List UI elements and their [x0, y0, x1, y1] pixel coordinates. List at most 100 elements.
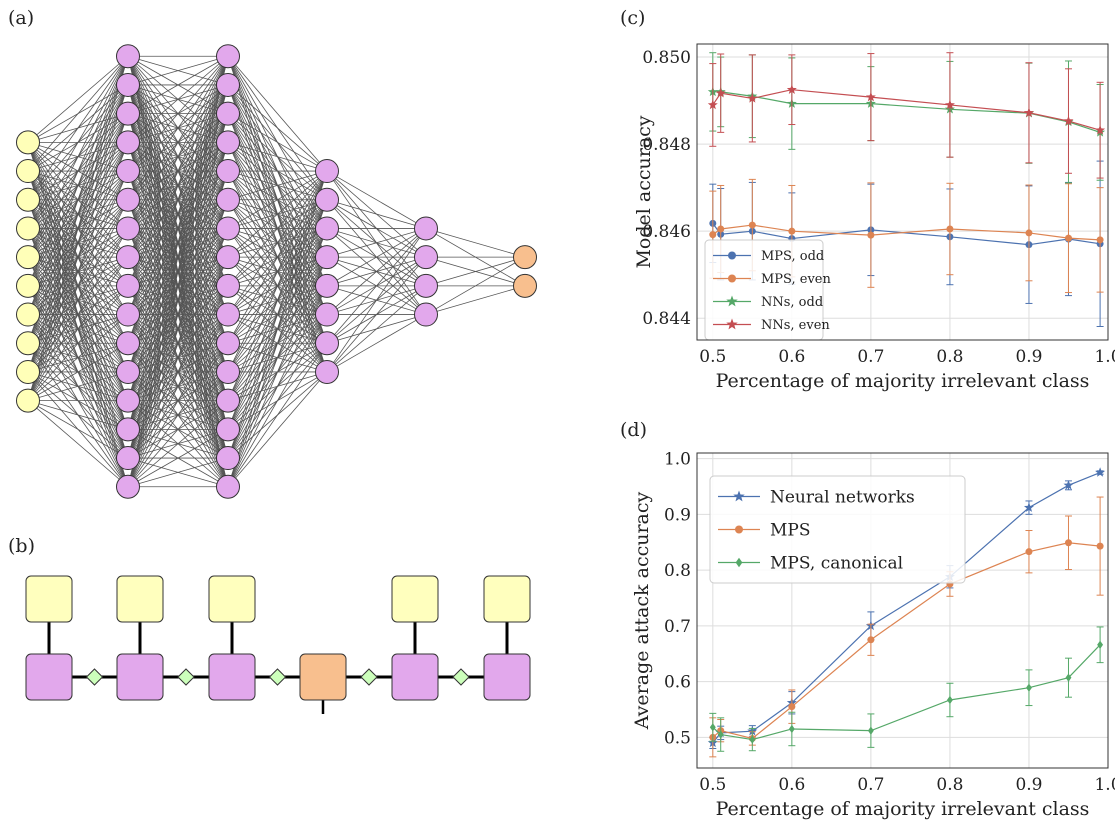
hidden-node: [116, 216, 140, 241]
legend: Neural networks MPS MPS, canonical: [709, 475, 966, 584]
network-edge: [27, 56, 129, 401]
network-edge: [127, 113, 229, 487]
network-edge: [27, 314, 129, 401]
network-edge: [227, 170, 328, 459]
network-edge: [127, 56, 229, 459]
data-point: [733, 490, 745, 502]
input-node: [16, 359, 40, 384]
input-node: [16, 159, 40, 184]
y-tick-label: 0.848: [642, 135, 691, 155]
data-point: [1097, 640, 1104, 649]
network-edge: [227, 371, 328, 488]
y-axis-label: Average attack accuracy: [631, 491, 653, 730]
network-edge: [127, 142, 229, 487]
network-edge: [127, 56, 229, 487]
data-point: [735, 525, 743, 534]
network-edge: [127, 343, 229, 487]
data-point: [944, 99, 955, 110]
y-tick-label: 0.846: [642, 222, 691, 242]
network-edge: [127, 256, 229, 487]
x-tick-label: 0.7: [857, 775, 884, 795]
input-node: [16, 302, 40, 327]
network-edge: [425, 285, 526, 315]
y-axis-label: Model accuracy: [633, 115, 655, 268]
network-edge: [127, 84, 229, 487]
data-point: [1064, 234, 1072, 242]
x-tick-label: 0.7: [857, 347, 884, 367]
hidden-node: [216, 417, 240, 442]
hidden-node: [216, 359, 240, 384]
input-node: [16, 388, 40, 413]
network-edge: [227, 170, 328, 401]
x-tick-label: 0.9: [1015, 347, 1042, 367]
data-point: [1095, 467, 1106, 477]
hidden-node: [116, 273, 140, 298]
network-edge: [127, 56, 229, 344]
hidden-node: [414, 245, 438, 270]
network-edge: [425, 228, 526, 258]
chart-attack-accuracy: 0.50.60.70.80.91.00.50.60.70.80.91.0Perc…: [631, 450, 1115, 820]
hidden-node: [315, 245, 339, 270]
hidden-node: [315, 159, 339, 184]
legend-label: Neural networks: [770, 487, 915, 507]
output-node: [513, 273, 537, 298]
data-point: [788, 703, 796, 711]
network-edge: [27, 56, 129, 315]
data-point: [726, 318, 738, 330]
data-point: [1065, 673, 1072, 682]
legend-label: NNs, even: [761, 318, 830, 333]
mps-data-tensor: [391, 575, 439, 623]
data-point: [1096, 236, 1104, 244]
hidden-node: [216, 187, 240, 212]
data-point: [1023, 502, 1034, 512]
hidden-node: [116, 302, 140, 327]
x-tick-label: 0.6: [778, 347, 805, 367]
hidden-node: [116, 446, 140, 471]
data-point: [788, 724, 795, 734]
network-edge: [127, 199, 229, 487]
data-point: [1063, 115, 1074, 126]
network-edge: [227, 170, 328, 201]
network-edges: [27, 55, 526, 488]
network-edge: [127, 56, 229, 287]
network-edge: [127, 55, 229, 143]
input-node: [16, 187, 40, 212]
data-point: [865, 91, 876, 102]
data-point: [749, 735, 756, 744]
mps-singular-value: [268, 668, 287, 686]
network-edge: [27, 371, 129, 402]
network-edge: [127, 457, 229, 488]
network-edge: [127, 56, 229, 373]
hidden-node: [216, 245, 240, 270]
network-edge: [227, 170, 328, 430]
data-point: [1023, 107, 1034, 118]
data-point: [786, 84, 797, 94]
hidden-node: [216, 101, 240, 126]
data-point: [1025, 548, 1033, 556]
legend-label: NNs, odd: [761, 295, 823, 310]
data-point: [748, 221, 756, 229]
network-edge: [27, 400, 129, 430]
x-tick-label: 1.0: [1094, 775, 1115, 795]
y-tick-label: 0.5: [664, 728, 691, 748]
series-nns-even: [707, 52, 1106, 179]
hidden-node: [216, 388, 240, 413]
mps-core-tensor: [116, 653, 164, 701]
network-edge: [127, 56, 229, 258]
data-point: [735, 557, 743, 568]
network-edge: [27, 199, 129, 401]
network-edge: [227, 170, 328, 287]
hidden-node: [414, 302, 438, 327]
network-edge: [326, 314, 427, 373]
network-edge: [326, 228, 427, 373]
network-edge: [227, 314, 328, 487]
network-edge: [27, 285, 129, 401]
data-point: [709, 723, 716, 732]
network-edge: [127, 56, 229, 229]
hidden-node: [116, 187, 140, 212]
hidden-node: [116, 474, 140, 499]
output-node: [513, 245, 537, 270]
y-tick-label: 0.850: [642, 48, 691, 68]
y-tick-label: 0.844: [642, 309, 691, 329]
data-point: [1096, 542, 1104, 550]
